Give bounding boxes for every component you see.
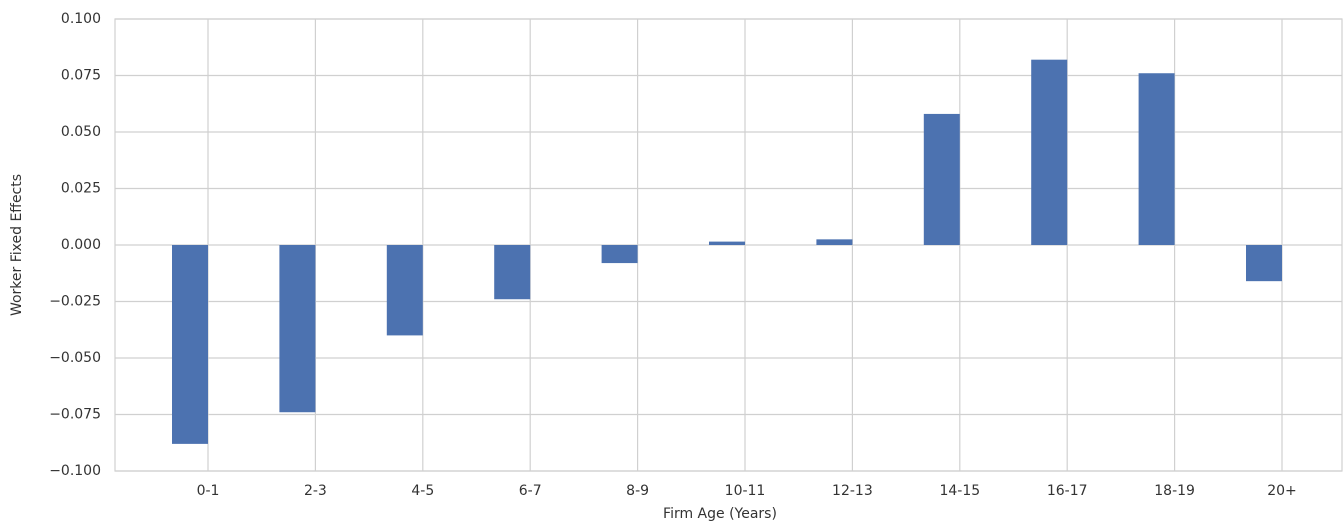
x-tick-label: 12-13 [832,483,873,499]
bar [279,245,316,413]
bar [709,241,745,245]
bar [1138,73,1175,246]
bar [923,113,960,245]
y-tick-label: 0.025 [61,181,101,197]
x-tick-label: 4-5 [411,483,434,499]
bar [1031,59,1068,246]
y-tick-label: −0.050 [49,350,101,366]
x-tick-label: 10-11 [725,483,766,499]
bar [386,245,423,336]
x-tick-label: 16-17 [1047,483,1088,499]
x-tick-label: 2-3 [304,483,327,499]
x-tick-label: 0-1 [197,483,220,499]
y-tick-label: −0.100 [49,463,101,479]
x-tick-label: 6-7 [519,483,542,499]
bar [816,239,853,245]
x-axis-label: Firm Age (Years) [663,506,777,522]
y-tick-label: 0.100 [61,11,101,27]
bar [601,245,638,264]
x-tick-label: 20+ [1267,483,1297,499]
y-tick-label: 0.050 [61,124,101,140]
x-tick-label: 8-9 [626,483,649,499]
y-axis-label: Worker Fixed Effects [9,174,25,316]
bar [172,245,208,444]
y-tick-label: −0.075 [49,407,101,423]
x-tick-label: 18-19 [1154,483,1195,499]
y-tick-label: 0.000 [61,237,101,253]
bar [494,245,531,300]
y-tick-label: 0.075 [61,68,101,84]
bar [1246,245,1282,282]
y-tick-label: −0.025 [49,294,101,310]
x-tick-label: 14-15 [939,483,980,499]
